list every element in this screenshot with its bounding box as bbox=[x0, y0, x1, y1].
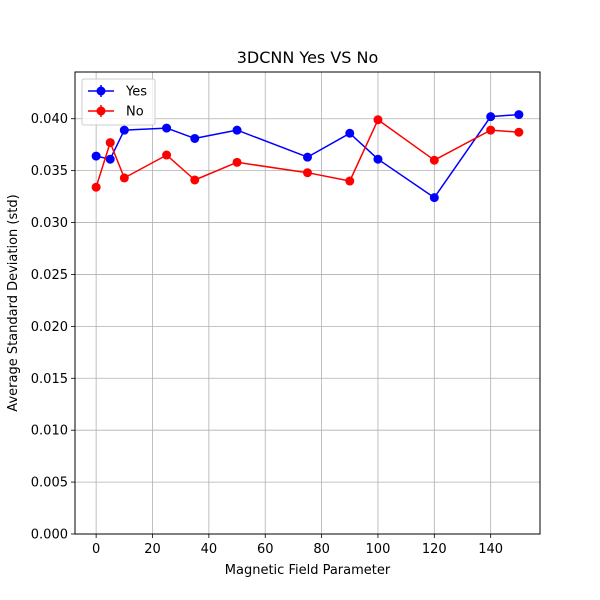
data-point-no bbox=[232, 157, 242, 167]
data-point-yes bbox=[105, 154, 115, 164]
data-point-no bbox=[303, 168, 312, 178]
series-layer bbox=[91, 110, 524, 203]
data-point-no bbox=[190, 175, 200, 185]
data-point-yes bbox=[91, 151, 101, 161]
data-point-yes bbox=[190, 133, 200, 143]
data-point-yes bbox=[429, 193, 439, 203]
x-tick-label: 20 bbox=[144, 542, 161, 557]
legend-label-yes: Yes bbox=[125, 85, 147, 100]
x-tick-label: 100 bbox=[366, 542, 391, 557]
data-point-no bbox=[514, 127, 524, 137]
data-point-yes bbox=[119, 125, 129, 135]
y-tick-label: 0.030 bbox=[31, 216, 68, 231]
x-axis-label: Magnetic Field Parameter bbox=[225, 563, 391, 578]
data-point-no bbox=[119, 173, 129, 183]
y-axis-label: Average Standard Deviation (std) bbox=[6, 194, 21, 411]
x-tick-label: 80 bbox=[313, 542, 330, 557]
data-point-no bbox=[105, 138, 115, 148]
y-tick-label: 0.015 bbox=[31, 372, 68, 387]
y-tick-label: 0.020 bbox=[31, 320, 68, 335]
data-point-yes bbox=[345, 128, 355, 138]
x-tick-label: 60 bbox=[257, 542, 274, 557]
y-tick-label: 0.000 bbox=[31, 528, 68, 543]
data-point-yes bbox=[232, 125, 242, 135]
y-tick-label: 0.005 bbox=[31, 476, 68, 491]
series-line-no bbox=[95, 119, 519, 188]
data-point-no bbox=[486, 125, 496, 135]
legend-marker-yes bbox=[96, 86, 106, 96]
legend-items: Yes No bbox=[88, 85, 147, 120]
plot-frame bbox=[74, 71, 541, 535]
x-tick-label: 40 bbox=[201, 542, 218, 557]
ticks-layer: 0 20 40 60 80 100 120 140 0.000 0.005 0.010 0.015 0.… bbox=[31, 112, 503, 557]
y-tick-label: 0.010 bbox=[31, 424, 68, 439]
data-point-no bbox=[345, 176, 355, 186]
data-point-no bbox=[429, 155, 439, 165]
data-point-yes bbox=[486, 112, 496, 122]
x-tick-label: 120 bbox=[422, 542, 447, 557]
y-tick-label: 0.040 bbox=[31, 112, 68, 127]
data-point-yes bbox=[514, 110, 524, 120]
legend-label-no: No bbox=[126, 105, 144, 120]
data-point-no bbox=[373, 115, 383, 125]
data-point-yes bbox=[162, 123, 172, 133]
legend: Yes No bbox=[81, 78, 156, 126]
y-tick-label: 0.025 bbox=[31, 268, 68, 283]
x-tick-label: 0 bbox=[92, 542, 100, 557]
chart-title: 3DCNN Yes VS No bbox=[237, 48, 379, 67]
data-point-yes bbox=[373, 154, 383, 164]
data-point-no bbox=[162, 150, 172, 160]
data-point-no bbox=[91, 182, 101, 192]
series-line-yes bbox=[95, 113, 519, 199]
y-tick-label: 0.035 bbox=[31, 164, 68, 179]
x-tick-label: 140 bbox=[478, 542, 503, 557]
legend-marker-no bbox=[96, 106, 106, 116]
data-point-yes bbox=[303, 152, 312, 162]
